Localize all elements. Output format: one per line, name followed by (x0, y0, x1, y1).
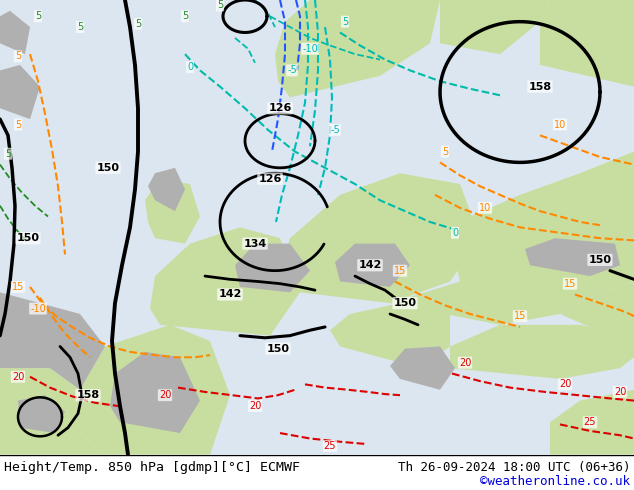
Text: 20: 20 (559, 379, 571, 390)
Text: 15: 15 (12, 282, 24, 292)
Text: 5: 5 (442, 147, 448, 157)
Polygon shape (390, 346, 455, 390)
Text: 150: 150 (16, 233, 39, 243)
Text: 15: 15 (394, 266, 406, 276)
Polygon shape (330, 0, 390, 76)
Text: 142: 142 (218, 290, 242, 299)
Text: 5: 5 (15, 120, 21, 129)
Text: 25: 25 (324, 441, 336, 451)
Polygon shape (0, 293, 105, 390)
Text: 0: 0 (187, 62, 193, 72)
Text: -5: -5 (330, 125, 340, 135)
Text: Th 26-09-2024 18:00 UTC (06+36): Th 26-09-2024 18:00 UTC (06+36) (398, 461, 630, 474)
Text: 150: 150 (96, 163, 119, 173)
Text: 5: 5 (15, 51, 21, 61)
Polygon shape (525, 238, 620, 276)
Polygon shape (390, 151, 634, 325)
Text: 20: 20 (459, 358, 471, 368)
Text: 126: 126 (268, 103, 292, 113)
Text: 5: 5 (182, 11, 188, 21)
Text: 150: 150 (394, 298, 417, 308)
Polygon shape (80, 325, 230, 455)
Text: 158: 158 (528, 82, 552, 92)
Polygon shape (0, 65, 40, 119)
Text: 25: 25 (584, 417, 596, 427)
Text: 5: 5 (5, 149, 11, 159)
Polygon shape (550, 390, 634, 455)
Text: 20: 20 (614, 387, 626, 397)
Text: 142: 142 (358, 260, 382, 270)
Polygon shape (150, 227, 300, 336)
Text: 150: 150 (588, 255, 612, 265)
Text: 10: 10 (479, 203, 491, 213)
Polygon shape (275, 0, 350, 98)
Polygon shape (18, 395, 65, 433)
Text: 134: 134 (243, 239, 267, 248)
Text: 5: 5 (135, 19, 141, 29)
Polygon shape (0, 368, 105, 455)
Text: 5: 5 (77, 22, 83, 32)
Text: -10: -10 (30, 304, 46, 314)
Polygon shape (335, 244, 410, 287)
Polygon shape (0, 11, 30, 54)
Text: 10: 10 (554, 120, 566, 129)
Text: -5: -5 (287, 65, 297, 75)
Text: 5: 5 (217, 0, 223, 10)
Polygon shape (450, 325, 634, 379)
Polygon shape (440, 0, 550, 54)
Polygon shape (540, 0, 634, 87)
Text: 5: 5 (35, 11, 41, 21)
Text: 20: 20 (158, 390, 171, 400)
Polygon shape (580, 151, 634, 238)
Text: -10: -10 (302, 44, 318, 54)
Text: 20: 20 (249, 401, 261, 411)
Text: 20: 20 (12, 372, 24, 382)
Text: 150: 150 (266, 343, 290, 354)
Text: 15: 15 (514, 311, 526, 321)
Text: 158: 158 (77, 390, 100, 400)
Text: 126: 126 (258, 173, 281, 184)
Polygon shape (235, 244, 310, 293)
Polygon shape (290, 0, 440, 98)
Text: 15: 15 (564, 279, 576, 289)
Polygon shape (148, 168, 185, 211)
Polygon shape (110, 352, 200, 433)
Polygon shape (280, 173, 480, 303)
Polygon shape (560, 281, 634, 346)
Text: Height/Temp. 850 hPa [gdmp][°C] ECMWF: Height/Temp. 850 hPa [gdmp][°C] ECMWF (4, 461, 300, 474)
Text: 0: 0 (452, 228, 458, 238)
Text: ©weatheronline.co.uk: ©weatheronline.co.uk (480, 475, 630, 489)
Polygon shape (330, 303, 450, 368)
Text: 5: 5 (342, 17, 348, 26)
Polygon shape (145, 179, 200, 244)
